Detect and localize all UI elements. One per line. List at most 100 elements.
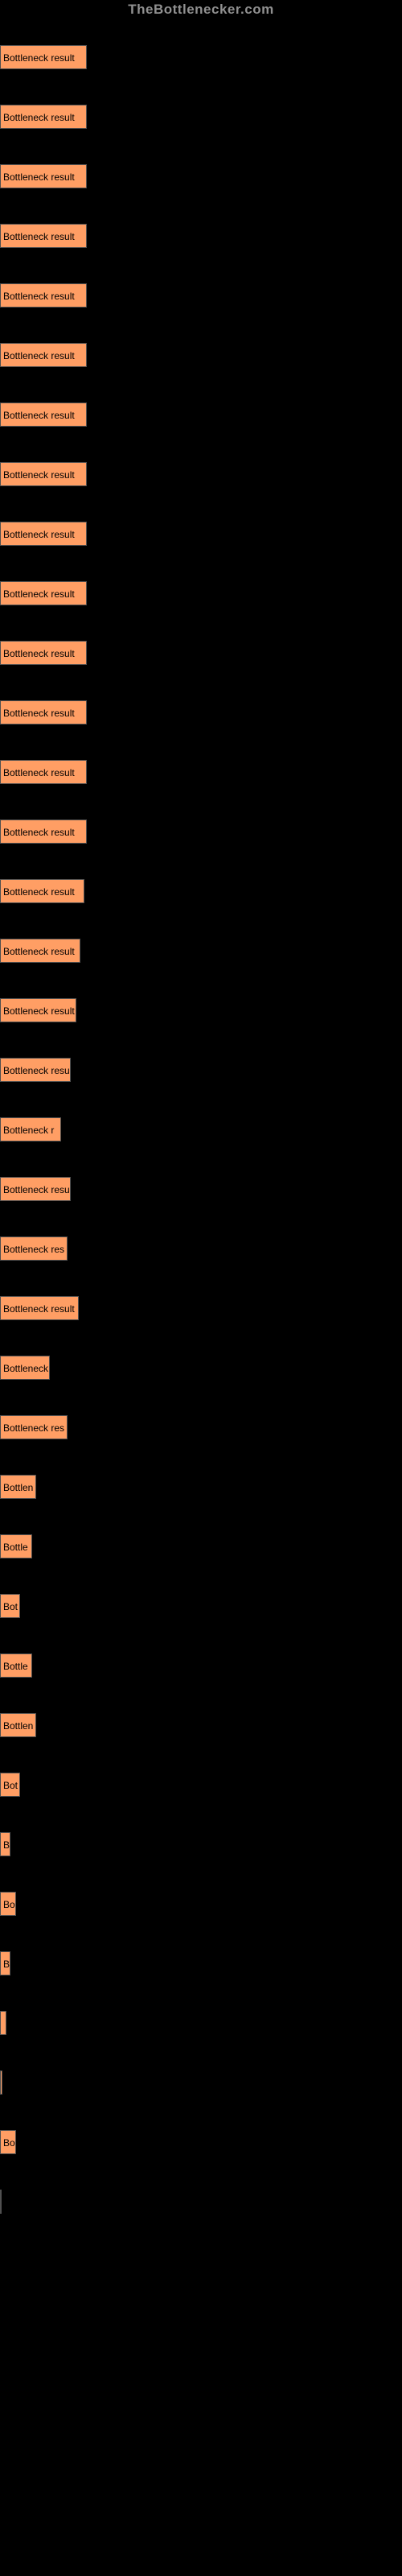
- bar: Bottleneck r: [0, 1117, 61, 1141]
- bar: Bottleneck: [0, 1356, 50, 1380]
- bar-row: Bottleneck result: [0, 568, 402, 605]
- bar-row: Bot: [0, 1581, 402, 1618]
- bar-wrapper: Bottleneck result: [0, 164, 402, 188]
- bar: Bottleneck result: [0, 641, 87, 665]
- bar-text: Bottleneck result: [1, 171, 75, 183]
- bar-text: Bottleneck result: [1, 529, 75, 540]
- bar: Bottleneck result: [0, 998, 76, 1022]
- bar-top-label: [0, 2177, 402, 2188]
- bar: Bottleneck resu: [0, 1058, 71, 1082]
- watermark-text: TheBottlenecker.com: [0, 2, 402, 18]
- bar: Bottleneck result: [0, 1296, 79, 1320]
- bar-text: B: [1, 1959, 10, 1970]
- bar-row: Bottleneck result: [0, 270, 402, 308]
- bar-text: Bottleneck res: [1, 1244, 64, 1255]
- bar-wrapper: B: [0, 1832, 402, 1856]
- bar-text: Bot: [1, 1601, 18, 1612]
- bottleneck-chart: Bottleneck result Bottleneck result Bottle…: [0, 32, 402, 2214]
- bar-top-label: [0, 1819, 402, 1831]
- bar-text: Bottleneck result: [1, 886, 75, 898]
- bar-top-label: [0, 1224, 402, 1235]
- bar-top-label: [0, 747, 402, 758]
- bar: Bottleneck result: [0, 581, 87, 605]
- bar-top-label: [0, 1998, 402, 2009]
- bar-top-label: [0, 92, 402, 103]
- bar-top-label: [0, 211, 402, 222]
- bar: Bottle: [0, 1653, 32, 1678]
- bar-row: Bottleneck result: [0, 449, 402, 486]
- bar-wrapper: [0, 2011, 402, 2035]
- bar-row: Bottleneck result: [0, 926, 402, 963]
- bar: Bot: [0, 1773, 20, 1797]
- bar-row: Bottleneck result: [0, 747, 402, 784]
- bar-top-label: [0, 1521, 402, 1533]
- bar: B: [0, 1951, 10, 1975]
- bar-text: Bottleneck result: [1, 827, 75, 838]
- bar-text: Bot: [1, 1780, 18, 1791]
- bar-wrapper: Bottleneck: [0, 1356, 402, 1380]
- bar: [0, 2011, 6, 2035]
- bar: Bottleneck result: [0, 700, 87, 724]
- bar-text: [1, 2197, 2, 2208]
- bar-row: Bottleneck result: [0, 985, 402, 1022]
- bar-wrapper: Bottleneck result: [0, 700, 402, 724]
- bar-text: Bo: [1, 2137, 15, 2149]
- bar-row: Bot: [0, 1760, 402, 1797]
- bar-top-label: [0, 1700, 402, 1711]
- bar: Bottleneck res: [0, 1236, 68, 1261]
- bar-top-label: [0, 1760, 402, 1771]
- bar-top-label: [0, 628, 402, 639]
- bar-row: Bottlen: [0, 1700, 402, 1737]
- bar-row: Bo: [0, 2117, 402, 2154]
- bar-text: Bottleneck resu: [1, 1065, 70, 1076]
- bar-wrapper: Bottleneck result: [0, 939, 402, 963]
- bar-row: Bottleneck result: [0, 390, 402, 427]
- bar-row: Bottleneck result: [0, 509, 402, 546]
- bar: Bottlen: [0, 1713, 36, 1737]
- bar-text: Bottleneck resu: [1, 1184, 70, 1195]
- bar-top-label: [0, 568, 402, 580]
- bar-top-label: [0, 1343, 402, 1354]
- bar-row: Bottleneck resu: [0, 1045, 402, 1082]
- bar-text: Bottleneck result: [1, 52, 75, 64]
- bar-text: Bottleneck r: [1, 1125, 54, 1136]
- bar-top-label: [0, 509, 402, 520]
- bar: Bottleneck result: [0, 879, 84, 903]
- bar-row: Bottleneck result: [0, 32, 402, 69]
- bar-text: Bottleneck result: [1, 1303, 75, 1315]
- bar-wrapper: [0, 2190, 402, 2214]
- bar: Bottlen: [0, 1475, 36, 1499]
- bar: Bottleneck result: [0, 105, 87, 129]
- bar-wrapper: Bottleneck result: [0, 879, 402, 903]
- bar-wrapper: Bottleneck result: [0, 581, 402, 605]
- bar-text: Bottleneck result: [1, 767, 75, 778]
- bar: Bottle: [0, 1534, 32, 1558]
- bar-wrapper: Bottleneck res: [0, 1415, 402, 1439]
- bar-wrapper: Bo: [0, 1892, 402, 1916]
- bar-text: Bottleneck result: [1, 112, 75, 123]
- bar: Bottleneck result: [0, 45, 87, 69]
- bar-row: Bottleneck res: [0, 1224, 402, 1261]
- bar: Bottleneck result: [0, 164, 87, 188]
- bar: Bottleneck result: [0, 462, 87, 486]
- bar-row: [0, 2058, 402, 2095]
- bar-text: Bottleneck result: [1, 946, 75, 957]
- bar-text: Bottle: [1, 1542, 28, 1553]
- bar-text: Bottleneck result: [1, 1005, 75, 1017]
- bar-top-label: [0, 1879, 402, 1890]
- bar: [0, 2070, 2, 2095]
- bar-wrapper: Bottlen: [0, 1713, 402, 1737]
- bar-wrapper: Bottleneck r: [0, 1117, 402, 1141]
- bar-text: Bottle: [1, 1661, 28, 1672]
- bar-wrapper: Bottleneck result: [0, 522, 402, 546]
- bar-text: Bottleneck result: [1, 291, 75, 302]
- bar: Bottleneck result: [0, 819, 87, 844]
- bar-wrapper: Bottleneck result: [0, 283, 402, 308]
- bar-text: [1, 2078, 2, 2089]
- bar: Bottleneck resu: [0, 1177, 71, 1201]
- bar-row: Bottleneck result: [0, 92, 402, 129]
- bar-row: [0, 2177, 402, 2214]
- bar-top-label: [0, 32, 402, 43]
- bar-wrapper: Bottleneck result: [0, 402, 402, 427]
- bar-top-label: [0, 1938, 402, 1950]
